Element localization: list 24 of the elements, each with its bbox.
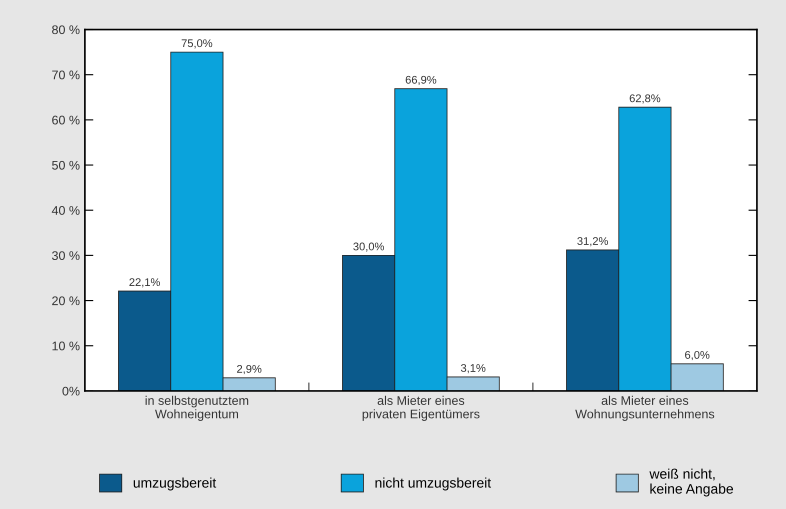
data-label: 3,1% — [460, 364, 486, 374]
y-tick-label: 0% — [62, 386, 80, 396]
y-tick-label: 60 % — [52, 116, 80, 125]
data-label: 22,1% — [129, 278, 160, 288]
data-label: 31,2% — [577, 237, 608, 246]
data-label: 66,9% — [406, 76, 436, 86]
y-tick-label: 50 % — [52, 160, 80, 170]
y-tick-label: 20 % — [52, 296, 80, 306]
x-tick-label: in selbstgenutztem Wohneigentum — [146, 396, 248, 421]
y-tick-label: 80 % — [52, 25, 80, 34]
y-tick-label: 40 % — [52, 206, 80, 215]
legend-label: weiß nicht, keine Angabe — [649, 468, 734, 496]
x-tick-label: als Mieter eines Wohnungsunternehmens — [575, 396, 714, 421]
y-tick-label: 10 % — [52, 342, 80, 350]
data-label: 30,0% — [353, 242, 384, 252]
data-label: 6,0% — [685, 350, 710, 360]
data-label: 62,8% — [630, 94, 660, 104]
x-tick-label: als Mieter eines privaten Eigentümers — [362, 396, 480, 421]
legend-label: nicht umzugsbereit — [375, 478, 492, 490]
y-tick-label: 70 % — [52, 70, 80, 80]
legend-label: umzugsbereit — [134, 478, 216, 490]
y-tick-label: 30 % — [52, 251, 80, 260]
data-label: 75,0% — [182, 39, 212, 48]
data-label: 2,9% — [237, 364, 262, 374]
